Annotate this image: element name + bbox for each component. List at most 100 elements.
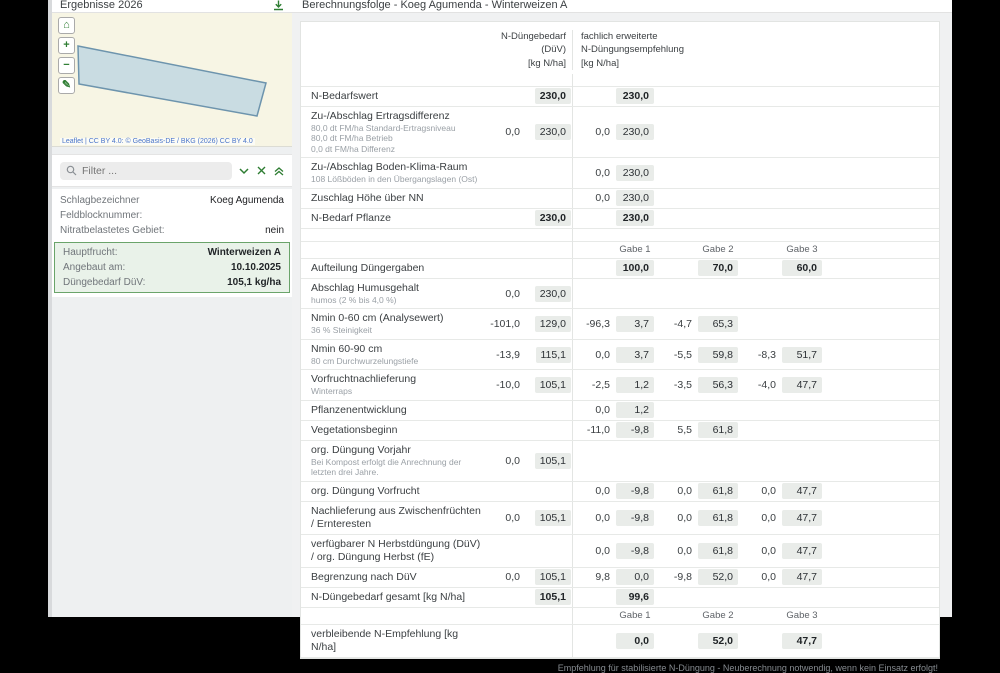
row-label-cell: N-Düngebedarf gesamt [kg N/ha]	[301, 588, 489, 607]
row-sublabel: 108 Lößböden in den Übergangslagen (Ost)	[311, 174, 478, 185]
row-label-cell: Nachlieferung aus Zwischenfrüchten / Ern…	[301, 502, 489, 534]
value-cell: 105,1	[525, 440, 573, 481]
row-label-cell: Abschlag Humusgehalt humos (2 % bis 4,0 %…	[301, 279, 489, 309]
row-sublabel: Winterraps	[311, 386, 353, 397]
search-icon	[66, 165, 77, 176]
clear-filter-icon[interactable]	[257, 166, 266, 175]
row-label: Zu-/Abschlag Ertragsdifferenz	[311, 109, 450, 122]
table-row: Zu-/Abschlag Ertragsdifferenz 80,0 dt FM/…	[301, 106, 939, 159]
value-box: 230,0	[534, 210, 571, 227]
footer-note: Empfehlung für stabilisierte N-Düngung -…	[557, 662, 938, 673]
row-sublabel: humos (2 % bis 4,0 %)	[311, 294, 397, 305]
field-map[interactable]: ⌂ + − ✎ Leaflet | CC BY 4.0: © GeoBasis-…	[52, 13, 292, 147]
row-sublabel: 36 % Steinigkeit	[311, 325, 372, 336]
row-label-cell: Nmin 0-60 cm (Analysewert) 36 % Steinigke…	[301, 309, 489, 339]
info-row: Feldblocknummer:	[52, 208, 292, 223]
delta-cell: -8,3	[757, 348, 776, 361]
filter-input[interactable]	[60, 162, 232, 180]
chevron-down-icon[interactable]	[239, 167, 249, 175]
value-cell: 99,6	[615, 589, 655, 606]
row-label-cell: Zu-/Abschlag Boden-Klima-Raum 108 Lößböde…	[301, 158, 489, 188]
value-box: 3,7	[616, 316, 654, 333]
value-box: 51,7	[782, 346, 822, 363]
delta-cell: -101,0	[490, 318, 520, 331]
info-value: 10.10.2025	[230, 262, 281, 273]
fe-column-header: fachlich erweiterte N-Düngungsempfehlung…	[581, 31, 684, 69]
value-box: 52,0	[698, 569, 738, 586]
download-icon[interactable]	[273, 0, 284, 14]
gabe-label: Gabe 2	[702, 610, 734, 622]
value-cell	[525, 258, 573, 278]
zoom-out-button[interactable]: −	[58, 57, 75, 74]
value-cell: 59,8	[697, 346, 739, 363]
value-cell: 129,0	[525, 309, 573, 339]
gabe-label: Gabe 1	[619, 244, 651, 256]
value-box: 105,1	[534, 509, 571, 526]
value-cell	[525, 534, 573, 567]
value-box: -9,8	[616, 422, 654, 439]
row-label: Vegetationsbeginn	[311, 423, 398, 436]
delta-cell: 0,0	[595, 348, 610, 361]
delta-cell: 0,0	[677, 511, 692, 524]
table-row: Zu-/Abschlag Boden-Klima-Raum 108 Lößböde…	[301, 158, 939, 189]
value-cell: 230,0	[615, 210, 655, 227]
value-cell: 47,7	[781, 509, 823, 526]
table-row: org. Düngung Vorjahr Bei Kompost erfolgt …	[301, 440, 939, 482]
delta-cell: -96,3	[586, 318, 610, 331]
delta-cell: 0,0	[505, 126, 520, 139]
delta-cell: -3,5	[673, 379, 692, 392]
row-sublabel: 80,0 dt FM/ha Betrieb	[311, 133, 393, 144]
value-box: 47,7	[782, 483, 822, 500]
value-cell: 56,3	[697, 377, 739, 394]
row-label: Nmin 60-90 cm	[311, 342, 383, 355]
delta-cell: 0,0	[677, 485, 692, 498]
row-label: Begrenzung nach DüV	[311, 570, 417, 583]
info-row: Angebaut am: 10.10.2025	[55, 260, 289, 275]
value-box: 52,0	[698, 632, 738, 649]
row-label: Zu-/Abschlag Boden-Klima-Raum	[311, 161, 468, 174]
value-box: 105,1	[534, 377, 571, 394]
delta-cell: -10,0	[496, 379, 520, 392]
row-sublabel: 80,0 dt FM/ha Standard-Ertragsniveau	[311, 122, 456, 133]
table-row: Begrenzung nach DüV 0,0 105,1 9,8 0,0 -9,8 52,…	[301, 567, 939, 588]
map-home-button[interactable]: ⌂	[58, 17, 75, 34]
value-cell: 230,0	[525, 278, 573, 309]
value-cell: 0,0	[615, 569, 655, 586]
value-box: 61,8	[698, 422, 738, 439]
table-row: Pflanzenentwicklung 0,0 1,2	[301, 400, 939, 421]
value-box: 230,0	[616, 190, 654, 207]
value-box: 99,6	[616, 589, 654, 606]
selected-crop-box[interactable]: Hauptfrucht: Winterweizen A Angebaut am: 10…	[54, 242, 290, 293]
collapse-all-icon[interactable]	[274, 166, 284, 176]
delta-cell: 0,0	[595, 167, 610, 180]
row-label: Nmin 0-60 cm (Analysewert)	[311, 312, 444, 325]
value-cell: 70,0	[697, 260, 739, 277]
row-sublabel: 80 cm Durchwurzelungstiefe	[311, 355, 419, 366]
value-box: 230,0	[616, 88, 654, 105]
zoom-in-button[interactable]: +	[58, 37, 75, 54]
value-cell: 47,7	[781, 542, 823, 559]
delta-cell: 0,0	[761, 485, 776, 498]
value-cell: 1,2	[615, 377, 655, 394]
value-box: 61,8	[698, 483, 738, 500]
delta-cell: -5,5	[673, 348, 692, 361]
row-label: Nachlieferung aus Zwischenfrüchten / Ern…	[311, 504, 481, 530]
value-box: 129,0	[534, 316, 571, 333]
value-cell: -9,8	[615, 483, 655, 500]
calc-table: N-Düngebedarf (DüV) [kg N/ha] fachlich er…	[300, 21, 940, 659]
row-label-cell: org. Düngung Vorjahr Bei Kompost erfolgt …	[301, 441, 489, 481]
table-row: verbleibende N-Empfehlung [kg N/ha] 0,0 52…	[301, 624, 939, 658]
row-label: Abschlag Humusgehalt	[311, 281, 419, 294]
gabe-label: Gabe 3	[786, 610, 818, 622]
value-box: 230,0	[534, 88, 571, 105]
value-cell	[525, 481, 573, 501]
row-label: Aufteilung Düngergaben	[311, 261, 425, 274]
gabe-label: Gabe 2	[702, 244, 734, 256]
row-label: Pflanzenentwicklung	[311, 403, 407, 416]
value-box: 100,0	[616, 260, 654, 277]
info-row: Schlagbezeichner Koeg Agumenda	[52, 193, 292, 208]
table-row: Nachlieferung aus Zwischenfrüchten / Ern…	[301, 501, 939, 535]
map-edit-button[interactable]: ✎	[58, 77, 75, 94]
table-header-row: N-Düngebedarf (DüV) [kg N/ha] fachlich er…	[301, 22, 939, 74]
info-label: Schlagbezeichner	[60, 195, 140, 206]
